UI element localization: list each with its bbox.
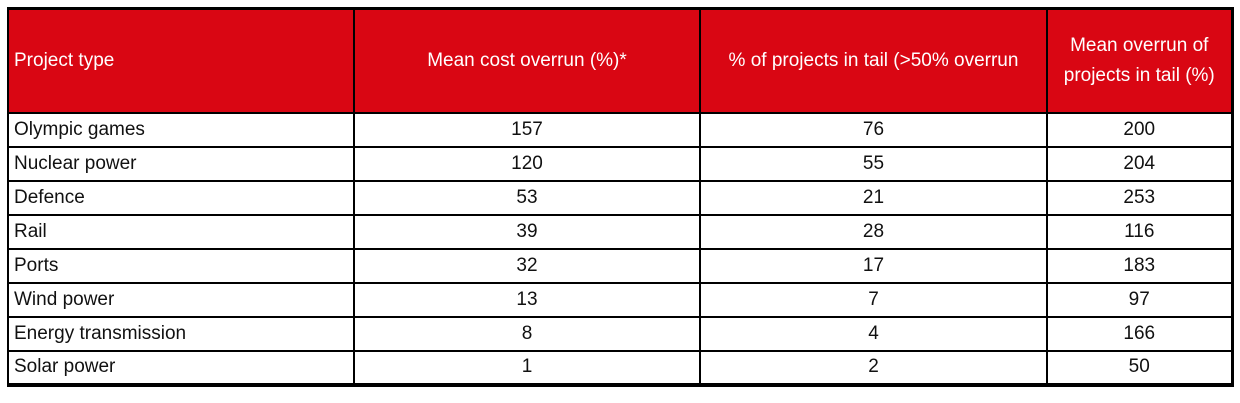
cell-mean-overrun-tail: 253 <box>1046 179 1233 216</box>
cell-project: Olympic games <box>7 111 355 148</box>
cell-project: Wind power <box>7 281 355 318</box>
header-mean-overrun-in-tail: Mean overrun of projects in tail (%) <box>1046 7 1233 114</box>
cell-pct-in-tail: 2 <box>699 349 1048 386</box>
cell-mean-cost-overrun: 53 <box>353 179 701 216</box>
cell-pct-in-tail: 55 <box>699 145 1048 182</box>
table-row: Ports 32 17 183 <box>7 247 1233 284</box>
cell-mean-overrun-tail: 200 <box>1046 111 1233 148</box>
cell-project: Energy transmission <box>7 315 355 352</box>
table-header: Project type Mean cost overrun (%)* % of… <box>7 7 1233 114</box>
cell-pct-in-tail: 17 <box>699 247 1048 284</box>
cell-mean-cost-overrun: 32 <box>353 247 701 284</box>
header-row: Project type Mean cost overrun (%)* % of… <box>7 7 1233 114</box>
cell-project: Ports <box>7 247 355 284</box>
cell-pct-in-tail: 28 <box>699 213 1048 250</box>
cell-mean-cost-overrun: 13 <box>353 281 701 318</box>
table-row: Nuclear power 120 55 204 <box>7 145 1233 182</box>
cell-pct-in-tail: 76 <box>699 111 1048 148</box>
cell-pct-in-tail: 4 <box>699 315 1048 352</box>
table-row: Wind power 13 7 97 <box>7 281 1233 318</box>
header-project-type: Project type <box>7 7 355 114</box>
cell-mean-cost-overrun: 39 <box>353 213 701 250</box>
header-pct-projects-in-tail: % of projects in tail (>50% overrun <box>699 7 1048 114</box>
cell-mean-cost-overrun: 120 <box>353 145 701 182</box>
cell-mean-overrun-tail: 183 <box>1046 247 1233 284</box>
cost-overrun-table: Project type Mean cost overrun (%)* % of… <box>7 7 1234 387</box>
cell-mean-cost-overrun: 1 <box>353 349 701 386</box>
cell-mean-overrun-tail: 50 <box>1046 349 1233 386</box>
cell-project: Nuclear power <box>7 145 355 182</box>
cell-project: Defence <box>7 179 355 216</box>
cell-mean-cost-overrun: 157 <box>353 111 701 148</box>
cell-project: Solar power <box>7 349 355 386</box>
table-body: Olympic games 157 76 200 Nuclear power 1… <box>7 111 1233 386</box>
table-row: Defence 53 21 253 <box>7 179 1233 216</box>
cell-mean-overrun-tail: 166 <box>1046 315 1233 352</box>
cell-pct-in-tail: 21 <box>699 179 1048 216</box>
cell-pct-in-tail: 7 <box>699 281 1048 318</box>
table-row: Energy transmission 8 4 166 <box>7 315 1233 352</box>
cell-mean-overrun-tail: 116 <box>1046 213 1233 250</box>
cell-mean-overrun-tail: 97 <box>1046 281 1233 318</box>
table-row: Solar power 1 2 50 <box>7 349 1233 386</box>
cell-project: Rail <box>7 213 355 250</box>
cell-mean-cost-overrun: 8 <box>353 315 701 352</box>
table-row: Rail 39 28 116 <box>7 213 1233 250</box>
table-row: Olympic games 157 76 200 <box>7 111 1233 148</box>
header-mean-cost-overrun: Mean cost overrun (%)* <box>353 7 701 114</box>
cell-mean-overrun-tail: 204 <box>1046 145 1233 182</box>
